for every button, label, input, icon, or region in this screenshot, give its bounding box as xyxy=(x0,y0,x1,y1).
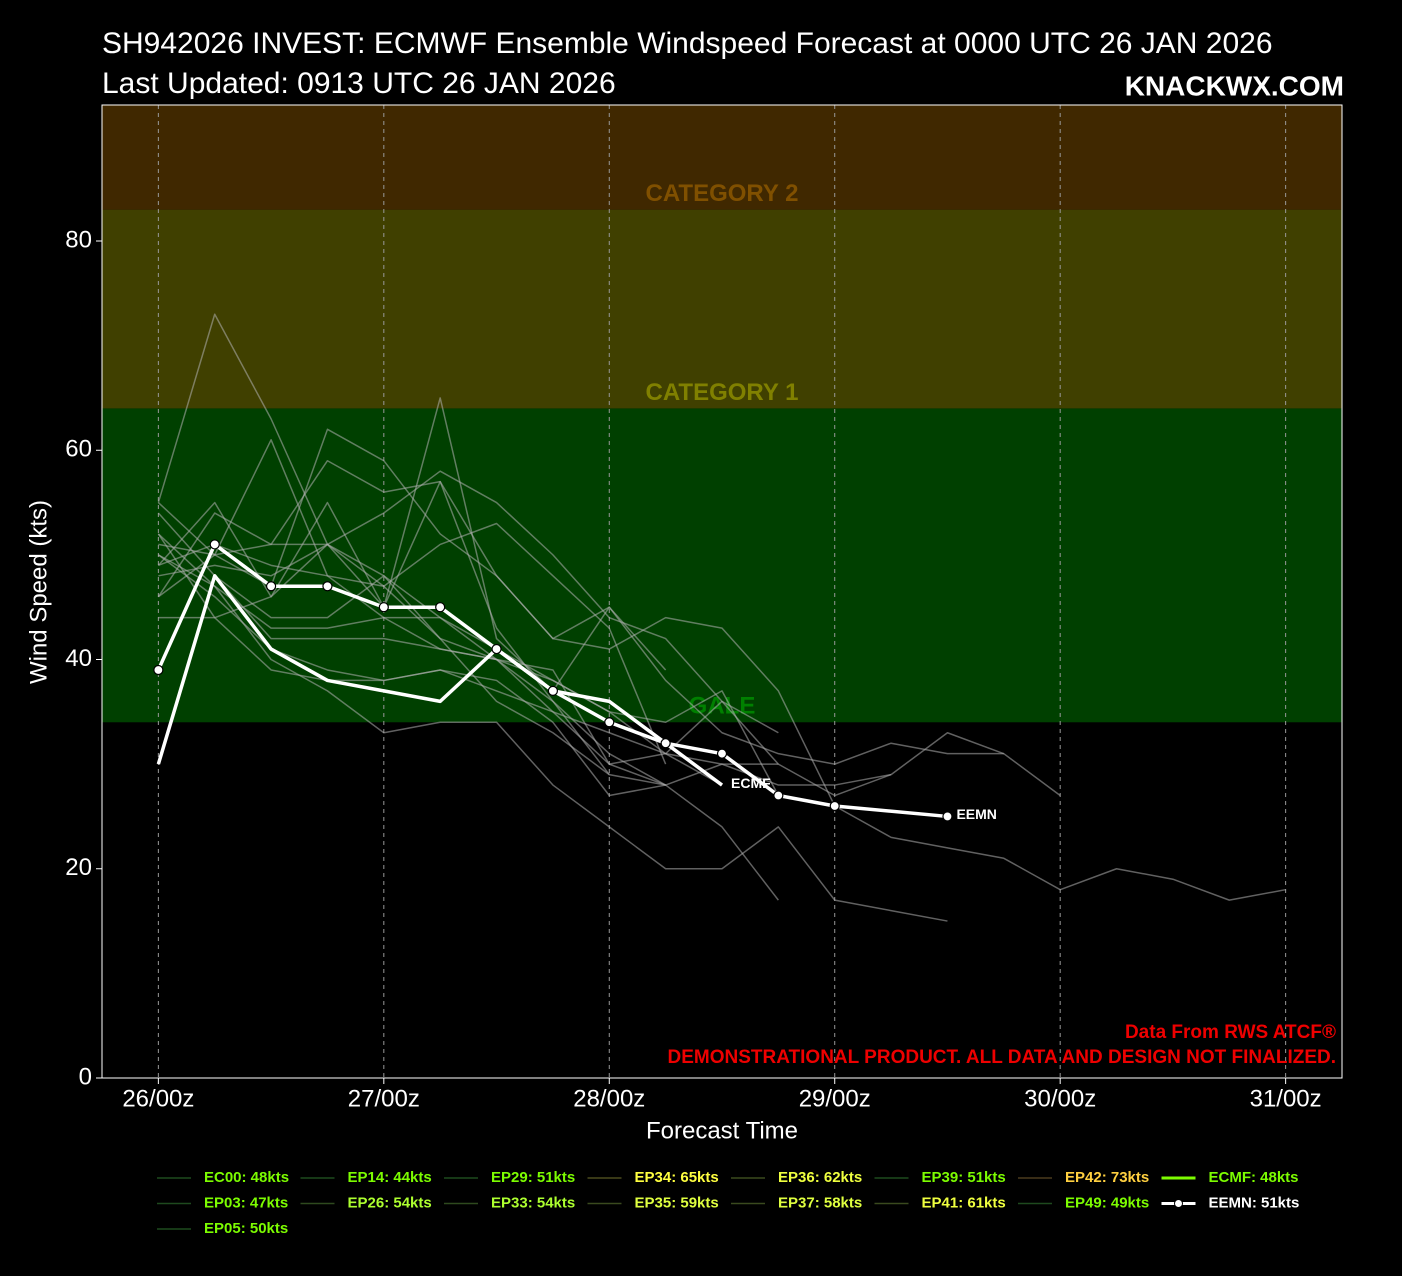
legend-label: EP37: 58kts xyxy=(778,1194,862,1211)
member-line xyxy=(157,397,1004,765)
band xyxy=(102,209,1342,409)
x-axis-label: Forecast Time xyxy=(646,1117,798,1144)
end-label: EEMN xyxy=(956,806,996,822)
grid: 26/00z 27/00z 28/00z 29/00z 30/00z 31/00z 0 20 4… xyxy=(65,105,1322,1112)
legend-label: EP41: 61kts xyxy=(922,1194,1006,1211)
y-tick-label: 20 xyxy=(65,854,92,881)
legend: EC00: 48kts EP03: 47kts EP05: 50kts EP14: 4… xyxy=(157,1169,1299,1237)
legend-label: EP29: 51kts xyxy=(491,1169,575,1186)
x-tick-label: 31/00z xyxy=(1250,1085,1322,1112)
marker xyxy=(660,738,671,749)
member-line xyxy=(157,533,948,922)
source-note: Data From RWS ATCF® xyxy=(1125,1022,1336,1043)
legend-marker xyxy=(1174,1199,1183,1208)
marker xyxy=(547,685,559,696)
marker xyxy=(491,643,502,655)
member-line xyxy=(157,313,779,901)
marker xyxy=(153,664,164,676)
marker xyxy=(942,811,953,822)
band xyxy=(102,105,1342,210)
legend-label: EP03: 47kts xyxy=(204,1194,288,1211)
legend-label: EP26: 54kts xyxy=(348,1194,432,1211)
main-line xyxy=(156,574,724,787)
y-tick-label: 0 xyxy=(79,1063,92,1090)
legend-label: EP33: 54kts xyxy=(491,1194,575,1211)
marker xyxy=(604,717,615,728)
member-line xyxy=(158,616,666,797)
x-tick-label: 26/00z xyxy=(122,1085,194,1112)
legend-label: ECMF: 48kts xyxy=(1209,1169,1299,1186)
member-line xyxy=(157,470,1061,797)
plot-frame xyxy=(101,104,1343,1079)
marker xyxy=(322,581,333,592)
legend-label: EEMN: 51kts xyxy=(1209,1194,1300,1211)
x-tick-label: 29/00z xyxy=(799,1085,871,1112)
legend-label: EP14: 44kts xyxy=(348,1169,432,1186)
legend-label: EP35: 59kts xyxy=(635,1194,719,1211)
marker xyxy=(265,581,277,592)
x-tick-label: 28/00z xyxy=(573,1085,645,1112)
member-line xyxy=(157,439,667,765)
legend-label: EP05: 50kts xyxy=(204,1220,288,1237)
member-line xyxy=(158,543,723,786)
legend-label: EP42: 73kts xyxy=(1065,1169,1149,1186)
marker xyxy=(378,602,389,613)
y-tick-label: 40 xyxy=(65,645,92,672)
y-axis-label: Wind Speed (kts) xyxy=(25,500,52,684)
legend-label: EP39: 51kts xyxy=(922,1169,1006,1186)
chart-title: SH942026 INVEST: ECMWF Ensemble Windspee… xyxy=(102,27,1273,60)
marker xyxy=(716,748,728,759)
marker xyxy=(209,539,220,550)
legend-label: EP34: 65kts xyxy=(635,1169,719,1186)
marker xyxy=(773,790,784,801)
marker xyxy=(435,602,446,613)
band-label: GALE xyxy=(689,693,756,720)
x-tick-label: 27/00z xyxy=(348,1085,420,1112)
end-label: ECMF xyxy=(731,775,771,791)
x-tick-label: 30/00z xyxy=(1024,1085,1096,1112)
main-line xyxy=(156,542,948,819)
legend-label: EC00: 48kts xyxy=(204,1169,289,1186)
y-tick-label: 80 xyxy=(65,226,92,253)
chart-subtitle: Last Updated: 0913 UTC 26 JAN 2026 xyxy=(102,67,616,100)
marker xyxy=(829,800,840,812)
brand: KNACKWX.COM xyxy=(1125,70,1344,101)
member-line xyxy=(157,512,779,786)
lines: ECMF EEMN xyxy=(153,313,1286,922)
bands: GALE CATEGORY 1 CATEGORY 2 xyxy=(102,105,1342,723)
legend-label: EP49: 49kts xyxy=(1065,1194,1149,1211)
member-line xyxy=(158,459,667,671)
member-line xyxy=(158,543,780,796)
member-line xyxy=(157,428,1286,901)
band-label: CATEGORY 2 xyxy=(646,180,799,207)
legend-label: EP36: 62kts xyxy=(778,1169,862,1186)
band-label: CATEGORY 1 xyxy=(646,379,799,406)
y-tick-label: 60 xyxy=(65,436,92,463)
disclaimer: DEMONSTRATIONAL PRODUCT. ALL DATA AND DE… xyxy=(668,1047,1337,1068)
